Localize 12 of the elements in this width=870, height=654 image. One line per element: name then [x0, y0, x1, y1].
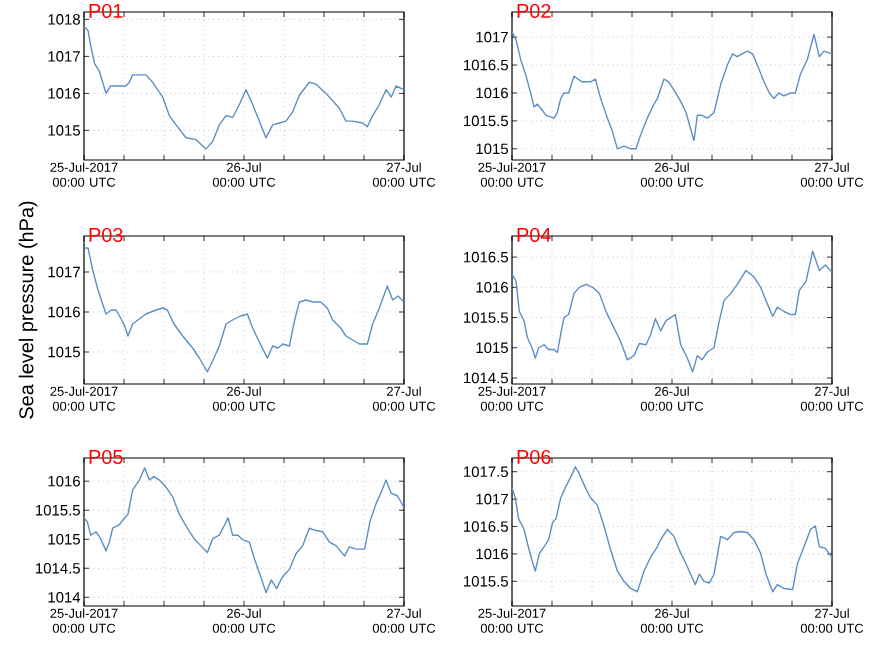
- line-series: [84, 467, 404, 594]
- line-series: [512, 250, 833, 373]
- chart-title: P05: [89, 449, 123, 465]
- chart-title: P01: [89, 3, 123, 19]
- y-axis-title: Sea level pressure (hPa): [18, 201, 38, 419]
- line-series: [512, 466, 833, 593]
- line-series: [84, 247, 404, 373]
- chart-title: P06: [517, 449, 551, 465]
- chart-title: P04: [517, 227, 551, 243]
- chart-title: P03: [89, 227, 123, 243]
- line-series: [512, 30, 833, 150]
- chart-title: P02: [517, 3, 551, 19]
